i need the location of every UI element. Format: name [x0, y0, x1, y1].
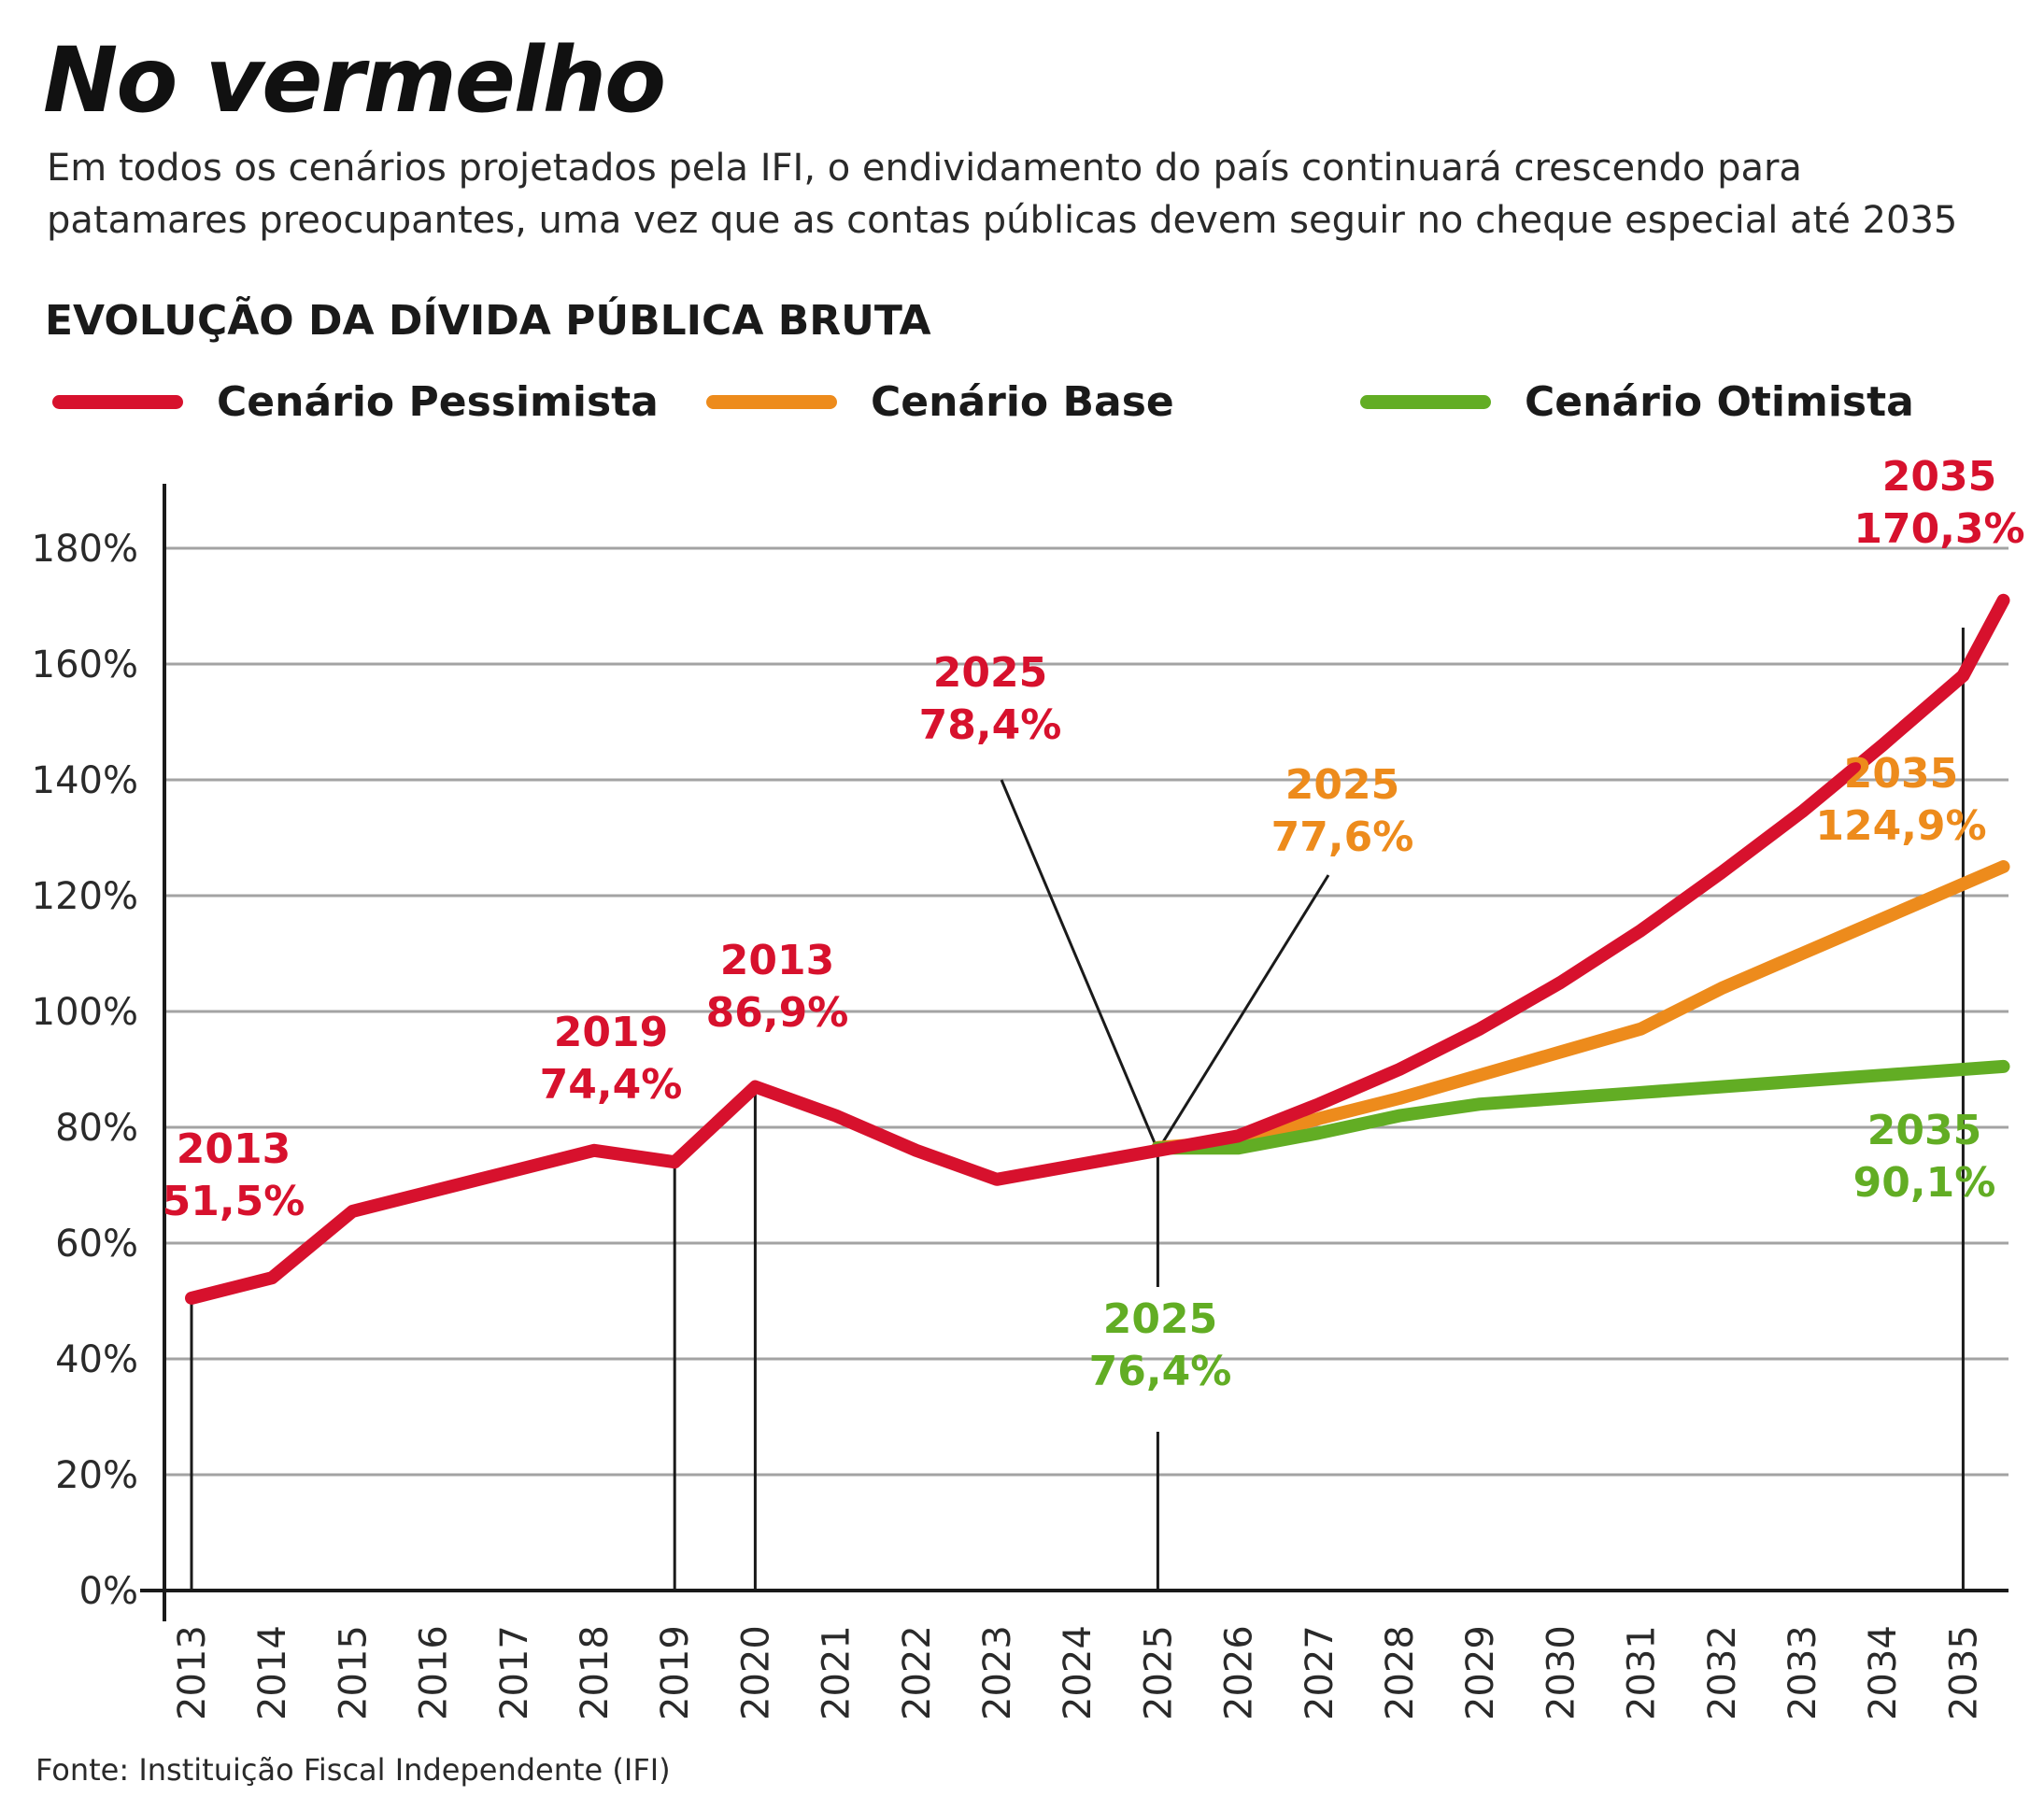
annotation-value: 51,5% [163, 1178, 305, 1225]
x-tick-label: 2017 [493, 1625, 536, 1720]
x-tick-label: 2026 [1218, 1625, 1261, 1720]
x-tick-label: 2021 [816, 1625, 859, 1720]
y-tick-label: 160% [32, 643, 138, 686]
y-tick-label: 20% [55, 1454, 138, 1497]
x-tick-label: 2032 [1701, 1625, 1744, 1720]
annotation-year: 2025 [1285, 761, 1399, 809]
x-tick-label: 2029 [1459, 1625, 1502, 1720]
x-tick-label: 2015 [332, 1625, 375, 1720]
x-tick-label: 2035 [1942, 1625, 1985, 1720]
x-tick-label: 2018 [574, 1625, 617, 1720]
annotation-value: 170,3% [1853, 505, 2024, 553]
page-title: No vermelho [43, 28, 666, 133]
series-line-otimista [1151, 1059, 2010, 1155]
source-note: Fonte: Instituição Fiscal Independente (… [35, 1752, 671, 1788]
x-tick-label: 2028 [1379, 1625, 1422, 1720]
legend-label-base: Cenário Base [871, 377, 1174, 426]
x-tick-label: 2014 [251, 1625, 294, 1720]
chart-title: EVOLUÇÃO DA DÍVIDA PÚBLICA BRUTA [45, 297, 931, 345]
annotation-value: 76,4% [1089, 1348, 1232, 1395]
x-tick-label: 2034 [1862, 1625, 1905, 1720]
legend-swatch-otimista [1360, 394, 1491, 409]
legend-item-base: Cenário Base [706, 374, 1174, 430]
legend-label-pessimista: Cenário Pessimista [217, 377, 659, 426]
annotation-year: 2013 [720, 937, 834, 984]
y-tick-label: 40% [55, 1338, 138, 1381]
x-tick-label: 2027 [1299, 1625, 1341, 1720]
y-tick-label: 120% [32, 875, 138, 918]
annotation-year: 2013 [177, 1125, 291, 1173]
x-tick-label: 2016 [413, 1625, 456, 1720]
leader-line [1000, 779, 1159, 1152]
legend-label-otimista: Cenário Otimista [1525, 377, 1914, 426]
x-tick-label: 2025 [1137, 1625, 1180, 1720]
annotation-value: 86,9% [706, 989, 849, 1037]
y-tick-label: 60% [55, 1223, 138, 1266]
x-tick-label: 2023 [976, 1625, 1019, 1720]
x-tick-label: 2019 [654, 1625, 697, 1720]
x-tick-label: 2022 [896, 1625, 939, 1720]
annotation-year: 2025 [1103, 1295, 1217, 1343]
series-line-pessimista [185, 593, 2010, 1305]
annotation-year: 2035 [1882, 453, 1996, 501]
annotation-value: 74,4% [540, 1061, 683, 1109]
annotation-year: 2019 [554, 1009, 668, 1056]
x-tick-label: 2013 [171, 1625, 214, 1720]
annotation-value: 90,1% [1853, 1159, 1996, 1207]
page-subtitle: Em todos os cenários projetados pela IFI… [47, 147, 1958, 242]
x-tick-label: 2030 [1540, 1625, 1583, 1720]
y-tick-label: 80% [55, 1107, 138, 1150]
legend-swatch-base [706, 394, 837, 409]
y-tick-label: 140% [32, 759, 138, 802]
x-tick-label: 2031 [1621, 1625, 1664, 1720]
y-tick-label: 180% [32, 528, 138, 571]
annotation-year: 2025 [933, 649, 1047, 697]
annotation-year: 2035 [1867, 1107, 1981, 1154]
annotation-value: 124,9% [1815, 802, 1986, 850]
x-tick-label: 2020 [734, 1625, 777, 1720]
annotation-year: 2035 [1844, 750, 1958, 798]
legend-swatch-pessimista [52, 394, 183, 409]
y-tick-label: 100% [32, 991, 138, 1034]
x-tick-label: 2024 [1057, 1625, 1100, 1720]
y-tick-label: 0% [79, 1570, 138, 1613]
annotation-value: 77,6% [1271, 813, 1414, 861]
legend-item-otimista: Cenário Otimista [1360, 374, 1914, 430]
annotation-value: 78,4% [919, 701, 1062, 749]
legend-item-pessimista: Cenário Pessimista [52, 374, 659, 430]
leader-line [1157, 874, 1330, 1152]
series-line-base [1151, 860, 2010, 1154]
x-tick-label: 2033 [1781, 1625, 1824, 1720]
